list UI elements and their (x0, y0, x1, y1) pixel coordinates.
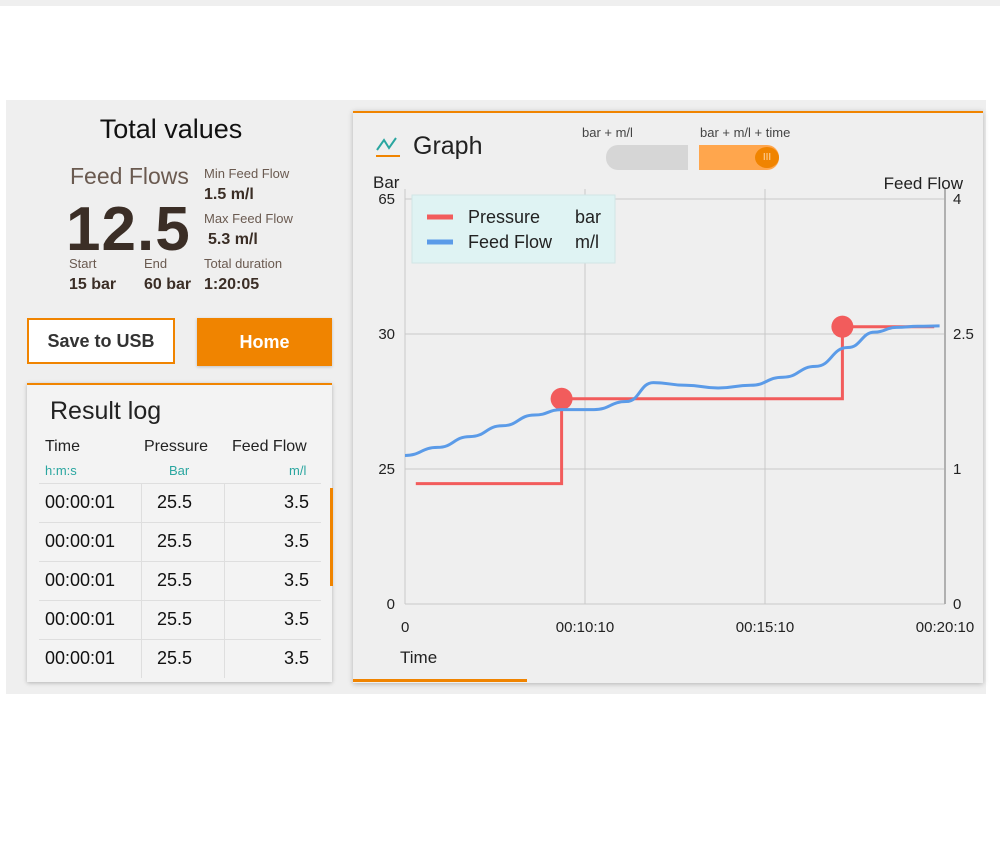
max-feed-flow-value: 5.3 m/l (208, 231, 258, 248)
table-row[interactable]: 00:00:01 25.5 3.5 (39, 639, 321, 678)
start-label: Start (69, 256, 97, 271)
table-row[interactable]: 00:00:01 25.5 3.5 (39, 522, 321, 561)
cell-pressure: 25.5 (157, 570, 193, 590)
cell-feed-flow: 3.5 (283, 648, 309, 668)
start-value: 15 bar (69, 276, 117, 293)
y-left-tick-label: 30 (378, 326, 395, 343)
result-log-table: 00:00:01 25.5 3.5 00:00:01 25.5 3.5 00:0… (39, 483, 321, 678)
graph-bottom-accent (353, 679, 527, 682)
end-value: 60 bar (144, 276, 192, 293)
column-header-time: Time (45, 438, 80, 455)
cell-time: 00:00:01 (45, 531, 116, 551)
result-log-card: Result log Time Pressure Feed Flow h:m:s… (27, 383, 332, 682)
legend-series-name: Pressure (468, 207, 540, 227)
save-to-usb-button[interactable]: Save to USB (27, 318, 175, 364)
cell-pressure: 25.5 (157, 492, 193, 512)
y-right-tick-label: 1 (953, 461, 961, 478)
cell-time: 00:00:01 (45, 492, 116, 512)
table-row[interactable]: 00:00:01 25.5 3.5 (39, 561, 321, 600)
y-right-tick-label: 4 (953, 191, 961, 208)
x-tick-label: 0 (401, 619, 409, 636)
y-right-tick-label: 2.5 (953, 326, 974, 343)
cell-time: 00:00:01 (45, 648, 116, 668)
column-unit-time: h:m:s (45, 463, 77, 478)
result-log-scrollbar[interactable] (330, 488, 333, 586)
y-left-tick-label: 65 (378, 191, 395, 208)
total-values-title: Total values (99, 114, 243, 144)
toggle-option-bar-ml-time[interactable]: bar + m/l + time (700, 125, 791, 140)
toggle-track-off[interactable] (606, 145, 688, 170)
max-feed-flow-label: Max Feed Flow (204, 211, 293, 226)
x-tick-label: 00:15:10 (736, 619, 794, 636)
result-log-title: Result log (50, 397, 162, 425)
total-duration-value: 1:20:05 (204, 276, 260, 293)
graph-chart: Bar Feed Flow Time 0 00:10:10 00:15:10 00:2… (373, 173, 974, 667)
cell-time: 00:00:01 (45, 609, 116, 629)
toggle-knob[interactable]: III (755, 147, 779, 168)
x-tick-label: 00:20:10 (916, 619, 974, 636)
cell-feed-flow: 3.5 (283, 531, 309, 551)
y-left-tick-label: 0 (387, 596, 395, 613)
home-button[interactable]: Home (197, 318, 332, 366)
top-divider (0, 0, 1000, 6)
table-row[interactable]: 00:00:01 25.5 3.5 (39, 600, 321, 639)
legend-series-name: Feed Flow (468, 232, 553, 252)
line-chart-icon (376, 137, 400, 157)
legend-series-unit: bar (575, 207, 601, 227)
graph-title: Graph (413, 132, 483, 160)
x-tick-label: 00:10:10 (556, 619, 614, 636)
pressure-series-line (415, 325, 935, 486)
pressure-marker (550, 387, 573, 410)
cell-feed-flow: 3.5 (283, 570, 309, 590)
x-axis-label: Time (400, 648, 437, 667)
min-feed-flow-label: Min Feed Flow (204, 166, 290, 181)
feed-flows-label: Feed Flows (70, 163, 189, 189)
column-unit-feed-flow: m/l (289, 463, 307, 478)
feed-flows-value: 12.5 (66, 195, 191, 264)
feed-flow-series-line (404, 324, 940, 457)
toggle-option-bar-ml[interactable]: bar + m/l (582, 125, 633, 140)
cell-pressure: 25.5 (157, 648, 193, 668)
legend-box (411, 194, 616, 264)
y-axis-left-label: Bar (373, 173, 400, 192)
column-divider (224, 483, 225, 678)
cell-feed-flow: 3.5 (283, 609, 309, 629)
legend-series-unit: m/l (575, 232, 599, 252)
y-left-tick-label: 25 (378, 461, 395, 478)
column-unit-pressure: Bar (169, 463, 190, 478)
end-label: End (144, 256, 168, 271)
column-header-pressure: Pressure (144, 438, 209, 455)
column-header-feed-flow: Feed Flow (232, 438, 307, 455)
min-feed-flow-value: 1.5 m/l (204, 186, 254, 203)
cell-pressure: 25.5 (157, 609, 193, 629)
cell-pressure: 25.5 (157, 531, 193, 551)
column-divider (141, 483, 142, 678)
total-duration-label: Total duration (204, 256, 283, 271)
cell-time: 00:00:01 (45, 570, 116, 590)
y-axis-right-label: Feed Flow (884, 174, 964, 193)
cell-feed-flow: 3.5 (283, 492, 309, 512)
y-right-tick-label: 0 (953, 596, 961, 613)
pressure-marker (831, 315, 854, 338)
table-row[interactable]: 00:00:01 25.5 3.5 (39, 483, 321, 522)
